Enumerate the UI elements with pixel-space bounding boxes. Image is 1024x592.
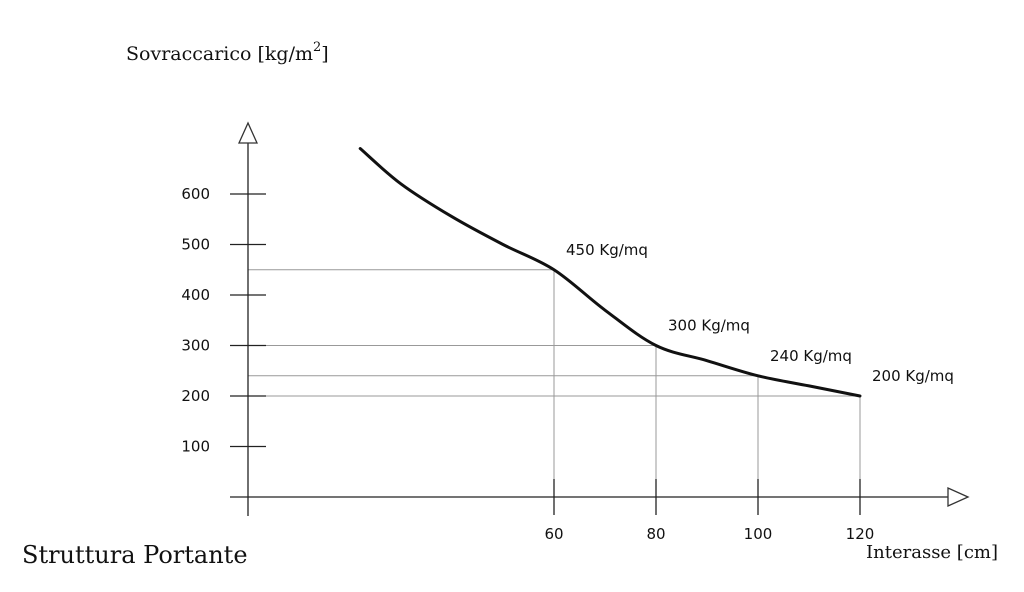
x-tick-label: 100 [744,525,773,543]
series-curve [358,147,862,398]
y-tick-label: 200 [181,387,210,405]
footer-title: Struttura Portante [22,541,248,569]
data-label: 450 Kg/mq [566,241,648,259]
y-axis-arrow-icon [237,121,259,144]
y-tick-label: 400 [181,286,210,304]
data-label: 200 Kg/mq [872,367,954,385]
y-tick-label: 600 [181,185,210,203]
y-axis-title-text: Sovraccarico [kg/m [126,43,313,65]
y-tick-label: 100 [181,438,210,456]
x-tick-label: 120 [846,525,875,543]
x-ticks: 60 80 100 120 [544,479,874,543]
x-tick-label: 80 [646,525,665,543]
annotations: 450 Kg/mq 300 Kg/mq 240 Kg/mq 200 Kg/mq [566,241,954,385]
x-axis-arrow-icon [947,486,970,508]
data-label: 300 Kg/mq [668,317,750,335]
data-label: 240 Kg/mq [770,347,852,365]
y-axis-title-superscript: 2 [313,40,321,55]
y-axis-title-close: ] [321,43,328,65]
y-axis-title: Sovraccarico [kg/m2] [126,40,329,65]
y-ticks: 100 200 300 400 500 600 [181,185,266,456]
guide-lines [248,269,861,497]
y-tick-label: 500 [181,236,210,254]
y-tick-label: 300 [181,337,210,355]
x-tick-label: 60 [544,525,563,543]
x-axis-title: Interasse [cm] [866,542,998,563]
